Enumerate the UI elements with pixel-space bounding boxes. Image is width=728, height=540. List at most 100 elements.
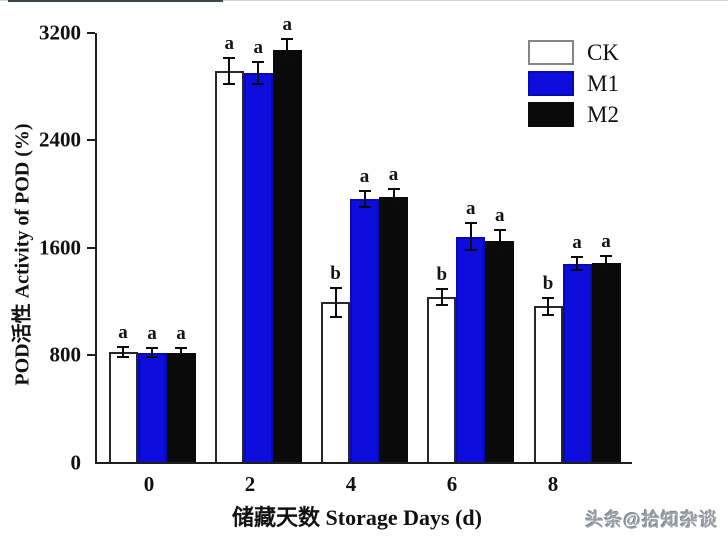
error-bar xyxy=(286,39,289,62)
legend-swatch-m2 xyxy=(528,102,574,127)
error-bar xyxy=(576,256,578,271)
x-axis-title: 储藏天数 Storage Days (d) xyxy=(232,505,482,530)
error-bar xyxy=(605,256,607,270)
error-bar xyxy=(392,189,395,206)
significance-letter: a xyxy=(176,323,186,345)
x-tick-label: 8 xyxy=(547,472,559,496)
error-bar-cap-top xyxy=(464,222,477,225)
error-bar xyxy=(334,287,337,318)
bar-m2-day6 xyxy=(485,241,515,462)
error-bar-cap-bottom xyxy=(329,316,342,319)
legend-item-m1: M1 xyxy=(528,71,619,96)
bar-m2-day2 xyxy=(272,50,302,462)
error-bar-cap-bottom xyxy=(358,205,371,208)
y-tick-label: 3200 xyxy=(39,20,81,45)
x-tick-label: 6 xyxy=(446,472,458,496)
bar-ck-day8 xyxy=(533,306,563,462)
error-bar-cap-top xyxy=(435,288,448,291)
error-bar-cap-bottom xyxy=(281,60,294,63)
legend-swatch-ck xyxy=(528,40,574,65)
bar-m2-day4 xyxy=(379,197,408,462)
y-tick-mark xyxy=(87,32,95,34)
legend-item-ck: CK xyxy=(528,40,619,65)
bar-ck-day2 xyxy=(214,71,244,462)
bar-m1-day0 xyxy=(137,352,167,462)
y-axis-line xyxy=(95,33,97,464)
watermark: 头条@拾知杂谈 xyxy=(585,510,718,530)
significance-letter: a xyxy=(466,198,476,220)
error-bar-cap-bottom xyxy=(600,268,612,271)
significance-letter: b xyxy=(330,262,341,284)
error-bar-cap-top xyxy=(542,296,554,299)
error-bar-cap-top xyxy=(387,188,400,191)
error-bar xyxy=(498,230,501,253)
error-bar-cap-bottom xyxy=(435,304,448,307)
significance-letter: b xyxy=(436,264,448,286)
significance-letter: a xyxy=(118,321,128,343)
y-tick-label: 800 xyxy=(49,342,82,367)
bar-m1-day6 xyxy=(456,236,486,462)
legend-swatch-m1 xyxy=(528,71,574,96)
error-bar-cap-top xyxy=(600,255,612,258)
significance-letter: a xyxy=(224,33,235,55)
error-bar-cap-bottom xyxy=(493,251,506,254)
significance-letter: a xyxy=(572,231,582,253)
error-bar-cap-bottom xyxy=(571,269,583,272)
significance-letter: b xyxy=(542,272,554,294)
error-bar-cap-top xyxy=(493,229,506,232)
error-bar-cap-top xyxy=(175,347,187,350)
legend: CK M1 M2 xyxy=(528,40,619,127)
legend-label-m2: M2 xyxy=(587,102,619,127)
error-bar-cap-bottom xyxy=(387,204,400,207)
error-bar-cap-bottom xyxy=(252,82,265,85)
significance-letter: a xyxy=(282,14,293,36)
error-bar xyxy=(122,346,124,358)
error-bar xyxy=(363,190,366,207)
bar-m1-day8 xyxy=(562,263,592,462)
error-bar-cap-top xyxy=(358,189,371,192)
error-bar-cap-bottom xyxy=(464,249,477,252)
x-tick-label: 2 xyxy=(244,472,256,496)
plot-area: 0 800 1600 2400 3200 0 2 4 6 8 a a b b b a a a a a a a a a a xyxy=(39,15,632,496)
error-bar-cap-top xyxy=(117,345,129,348)
error-bar xyxy=(228,58,231,84)
error-bar-cap-top xyxy=(146,347,158,350)
x-tick-label: 0 xyxy=(143,472,155,496)
y-tick-mark xyxy=(87,246,95,249)
significance-letter: a xyxy=(388,164,399,186)
error-bar-cap-bottom xyxy=(223,82,236,85)
error-bar xyxy=(257,62,260,84)
error-bar-cap-bottom xyxy=(146,356,158,359)
legend-item-m2: M2 xyxy=(528,102,619,127)
bar-m2-day8 xyxy=(591,262,621,462)
top-edge-artifact xyxy=(0,0,728,1)
significance-letter: a xyxy=(359,165,370,187)
error-bar xyxy=(547,297,549,316)
bar-ck-day0 xyxy=(108,352,138,462)
error-bar xyxy=(180,348,182,358)
bar-m1-day2 xyxy=(243,73,273,462)
error-bar xyxy=(469,223,472,251)
error-bar-cap-top xyxy=(329,286,342,289)
bar-ck-day4 xyxy=(321,302,350,462)
error-bar-cap-bottom xyxy=(175,356,187,359)
legend-label-ck: CK xyxy=(587,40,619,65)
top-edge-artifact-dark xyxy=(8,0,223,2)
y-tick-mark xyxy=(87,139,95,142)
y-axis-title: POD活性 Activity of POD (%) xyxy=(11,123,34,386)
x-tick-label: 4 xyxy=(345,472,357,496)
significance-letter: a xyxy=(495,205,505,227)
y-tick-label: 0 xyxy=(70,450,82,475)
error-bar-cap-top xyxy=(281,38,294,41)
legend-label-m1: M1 xyxy=(587,71,619,96)
error-bar-cap-top xyxy=(223,57,236,60)
error-bar-cap-top xyxy=(571,255,583,258)
error-bar xyxy=(151,348,153,358)
significance-letter: a xyxy=(253,37,264,59)
y-tick-mark xyxy=(87,353,95,356)
bar-ck-day6 xyxy=(427,297,457,462)
bar-m2-day0 xyxy=(166,352,196,462)
y-tick-label: 2400 xyxy=(39,127,81,152)
error-bar-cap-top xyxy=(252,61,265,64)
